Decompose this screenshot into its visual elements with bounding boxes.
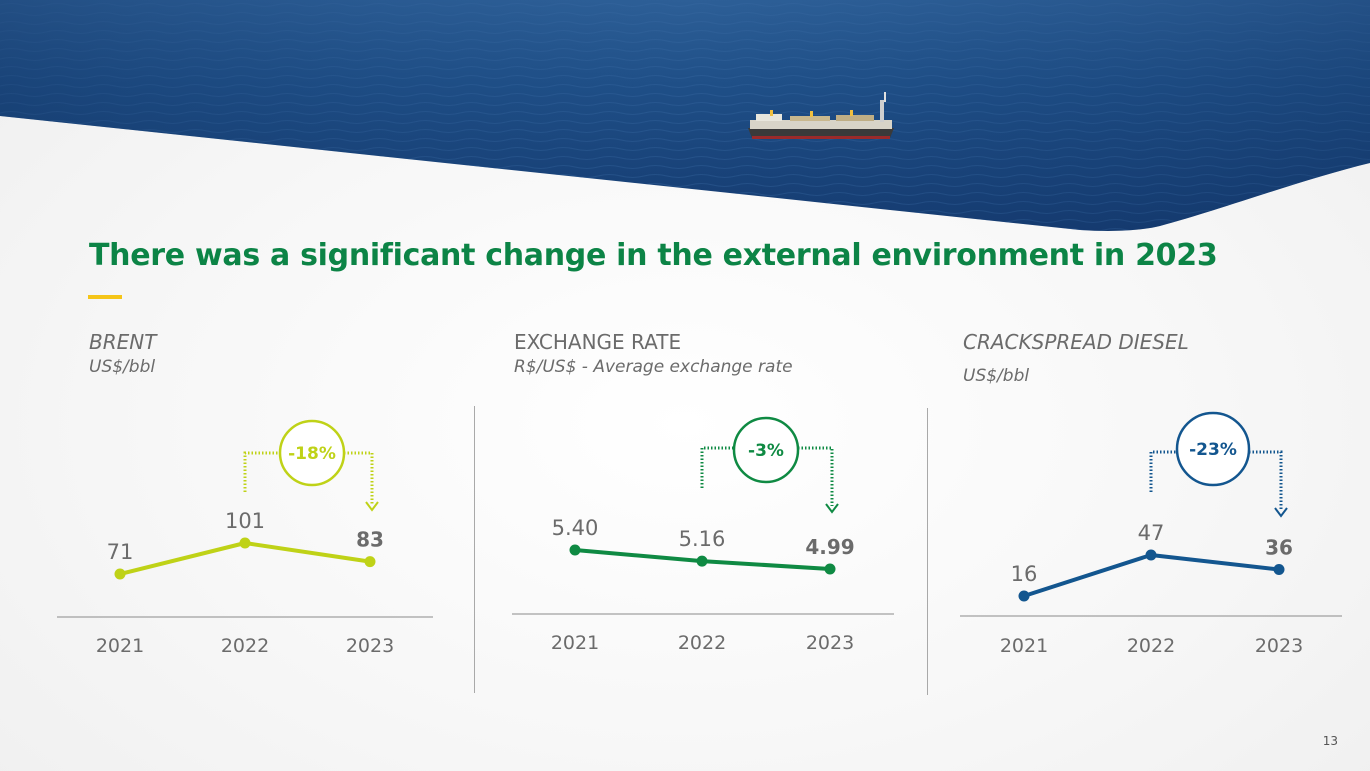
brent-tick-label-2021: 2021 xyxy=(96,635,144,657)
diesel-point-2021 xyxy=(1018,590,1030,602)
exchange-change-arrow-icon xyxy=(825,503,839,514)
diesel-point-2023 xyxy=(1273,564,1285,576)
brent-title: BRENT xyxy=(89,330,157,354)
diesel-change-circle xyxy=(1175,411,1251,487)
brent-tick-label-2022: 2022 xyxy=(221,635,269,657)
exchange-tick-label-2021: 2021 xyxy=(551,632,599,654)
brent-change-bracket-right xyxy=(344,451,374,504)
exchange-value-label-2022: 5.16 xyxy=(679,527,726,551)
diesel-subtitle: US$/bbl xyxy=(963,366,1030,386)
exchange-title: EXCHANGE RATE xyxy=(514,330,682,354)
diesel-tick-label-2021: 2021 xyxy=(1000,635,1048,657)
diesel-value-label-2022: 47 xyxy=(1138,521,1165,545)
brent-change-arrow-icon xyxy=(365,501,379,512)
chart-divider-left xyxy=(474,406,475,693)
fpso-ship xyxy=(748,92,894,139)
brent-value-label-2023: 83 xyxy=(356,528,384,552)
exchange-tick-label-2022: 2022 xyxy=(678,632,726,654)
exchange-point-2021 xyxy=(569,544,581,556)
exchange-change-label: -3% xyxy=(748,441,784,461)
brent-point-2021 xyxy=(114,568,126,580)
diesel-value-label-2021: 16 xyxy=(1011,562,1038,586)
brent-change-label: -18% xyxy=(288,444,336,464)
diesel-change-label: -23% xyxy=(1189,440,1237,460)
exchange-change-bracket-right xyxy=(798,446,834,506)
exchange-point-2023 xyxy=(824,563,836,575)
banner-photo xyxy=(0,0,1370,231)
brent-change-circle xyxy=(278,419,346,487)
exchange-change-bracket-left xyxy=(700,446,734,488)
diesel-change-bracket-left xyxy=(1149,450,1177,492)
page-title: There was a significant change in the ex… xyxy=(89,238,1218,273)
diesel-value-label-2023: 36 xyxy=(1265,536,1293,560)
chart-divider-right xyxy=(927,408,928,695)
diesel-tick-label-2023: 2023 xyxy=(1255,635,1303,657)
brent-point-2023 xyxy=(364,556,376,568)
exchange-subtitle: R$/US$ - Average exchange rate xyxy=(514,357,793,377)
exchange-value-label-2023: 4.99 xyxy=(805,535,854,559)
diesel-tick-label-2022: 2022 xyxy=(1127,635,1175,657)
brent-value-label-2021: 71 xyxy=(107,540,134,564)
brent-value-label-2022: 101 xyxy=(225,509,265,533)
diesel-point-2022 xyxy=(1145,549,1157,561)
title-accent-bar xyxy=(88,295,122,299)
brent-point-2022 xyxy=(239,537,251,549)
page-number: 13 xyxy=(1322,734,1338,748)
exchange-point-2022 xyxy=(696,555,708,567)
brent-subtitle: US$/bbl xyxy=(89,357,156,377)
exchange-tick-label-2023: 2023 xyxy=(806,632,854,654)
exchange-change-circle xyxy=(732,416,800,484)
brent-change-bracket-left xyxy=(243,451,280,492)
diesel-title: CRACKSPREAD DIESEL xyxy=(963,330,1189,354)
brent-tick-label-2023: 2023 xyxy=(346,635,394,657)
diesel-series-line xyxy=(1022,553,1281,598)
diesel-change-arrow-icon xyxy=(1274,507,1288,518)
exchange-value-label-2021: 5.40 xyxy=(552,516,599,540)
diesel-change-bracket-right xyxy=(1249,450,1283,510)
